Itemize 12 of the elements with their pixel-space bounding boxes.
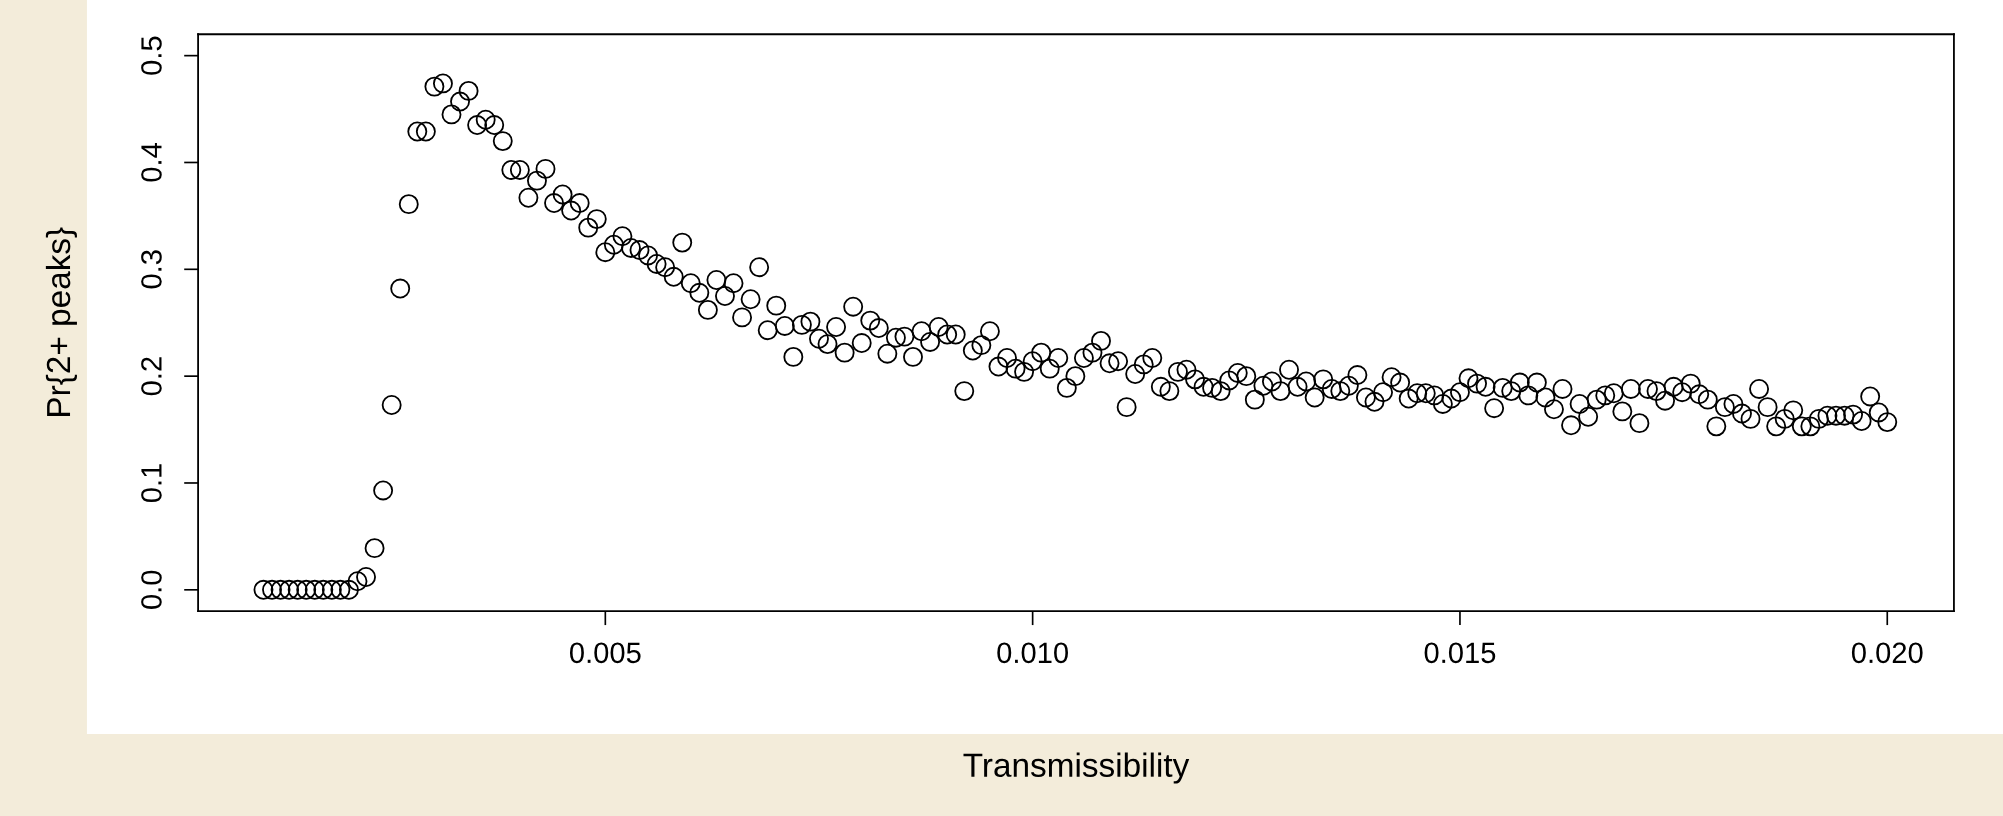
y-tick-label: 0.1 (141, 464, 162, 503)
x-tick-label: 0.020 (1851, 642, 1923, 664)
x-tick-label: 0.010 (997, 642, 1068, 664)
y-tick-label: 0.0 (141, 570, 162, 609)
x-axis-title: Transmissibility (963, 752, 1190, 784)
x-tick-label: 0.005 (569, 642, 641, 664)
y-tick-label: 0.5 (141, 36, 162, 75)
y-axis-title: Pr{2+ peaks} (45, 227, 77, 416)
y-tick-label: 0.3 (141, 250, 162, 289)
y-tick-label: 0.4 (141, 143, 162, 182)
x-tick-label: 0.015 (1424, 642, 1496, 664)
y-tick-label: 0.2 (141, 357, 162, 396)
